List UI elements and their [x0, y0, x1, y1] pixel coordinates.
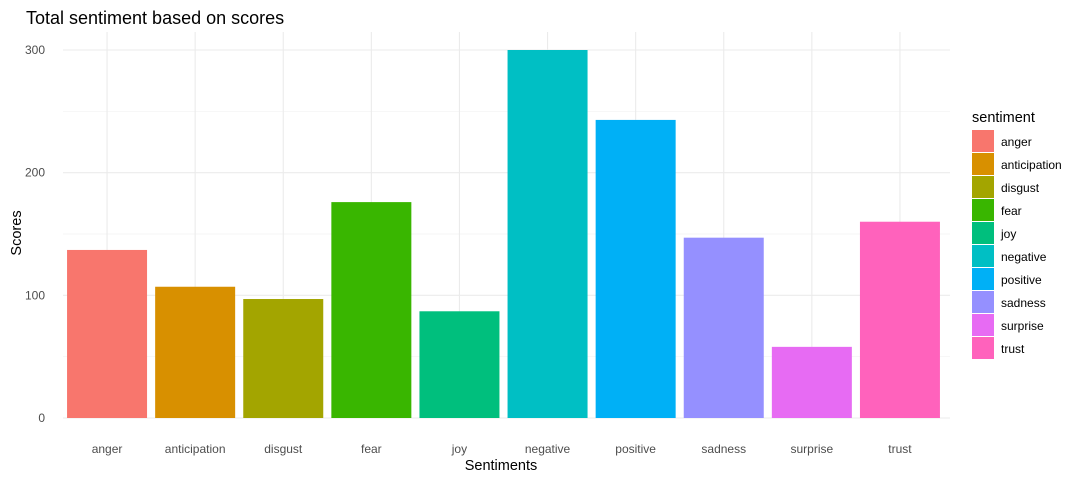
x-tick-label: positive: [615, 442, 656, 456]
x-axis-title: Sentiments: [465, 458, 538, 474]
legend-key-positive: [972, 268, 994, 290]
bar-anger: [67, 249, 148, 418]
legend-label: surprise: [1001, 319, 1044, 333]
legend-label: sadness: [1001, 296, 1046, 310]
legend-items: anger anticipation disgust fear joy negative p…: [972, 130, 1062, 359]
legend-key-trust: [972, 337, 994, 359]
chart-title: Total sentiment based on scores: [26, 8, 284, 28]
x-tick-label: disgust: [264, 442, 303, 456]
legend-key-anticipation: [972, 153, 994, 175]
y-tick-label: 0: [38, 411, 45, 425]
x-tick-label: joy: [451, 442, 467, 456]
y-tick-label: 100: [25, 288, 45, 302]
legend-title: sentiment: [972, 110, 1035, 126]
legend-label: positive: [1001, 273, 1042, 287]
bar-joy: [419, 311, 500, 418]
legend-key-sadness: [972, 291, 994, 313]
bar-anticipation: [155, 286, 236, 418]
y-axis-ticks: 0 100 200 300: [25, 43, 45, 425]
legend-key-joy: [972, 222, 994, 244]
bar-disgust: [243, 299, 324, 418]
legend: sentiment anger anticipation disgust fear jo…: [972, 110, 1062, 359]
legend-key-fear: [972, 199, 994, 221]
legend-label: joy: [1000, 227, 1016, 241]
x-tick-label: sadness: [701, 442, 746, 456]
legend-key-disgust: [972, 176, 994, 198]
bar-positive: [595, 119, 676, 419]
x-tick-label: surprise: [791, 442, 834, 456]
legend-key-negative: [972, 245, 994, 267]
legend-key-surprise: [972, 314, 994, 336]
x-tick-label: anger: [92, 442, 123, 456]
legend-label: anticipation: [1001, 158, 1062, 172]
x-tick-label: negative: [525, 442, 571, 456]
y-axis-title: Scores: [9, 210, 25, 255]
legend-label: negative: [1001, 250, 1047, 264]
x-tick-label: fear: [361, 442, 382, 456]
y-tick-label: 200: [25, 166, 45, 180]
bar-sadness: [683, 237, 764, 418]
bar-surprise: [771, 346, 852, 418]
bar-negative: [507, 50, 588, 418]
x-axis-ticks: anger anticipation disgust fear joy negative p…: [92, 442, 913, 456]
y-tick-label: 300: [25, 43, 45, 57]
legend-label: anger: [1001, 135, 1032, 149]
x-tick-label: trust: [888, 442, 912, 456]
legend-label: fear: [1001, 204, 1022, 218]
legend-label: disgust: [1001, 181, 1040, 195]
x-tick-label: anticipation: [165, 442, 226, 456]
bars: [67, 50, 940, 419]
legend-key-anger: [972, 130, 994, 152]
bar-fear: [331, 202, 412, 418]
bar-trust: [859, 221, 940, 418]
legend-label: trust: [1001, 342, 1025, 356]
